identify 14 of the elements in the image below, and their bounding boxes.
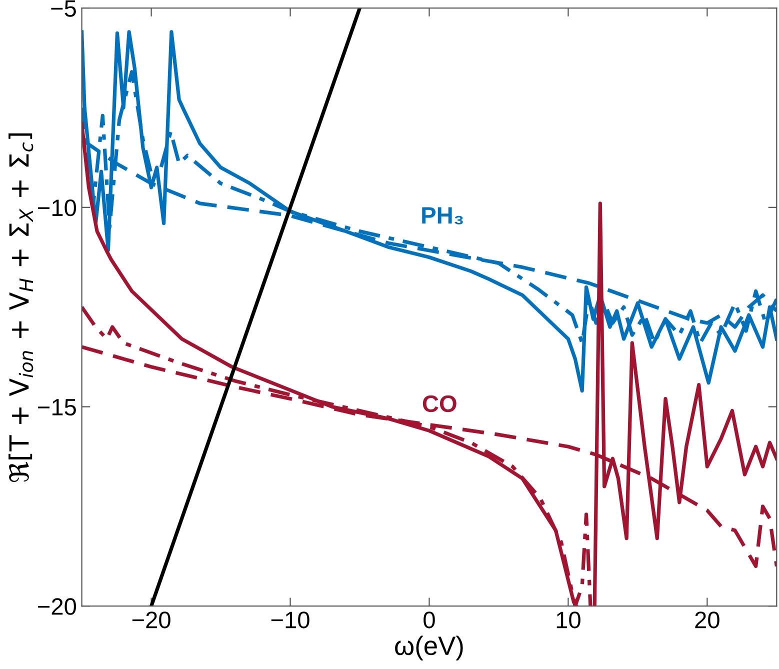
- line-series: [82, 30, 777, 393]
- y-tick-label: −10: [38, 199, 76, 216]
- x-tick-label: 20: [695, 612, 720, 628]
- x-tick-label: −10: [271, 612, 310, 628]
- y-tick-label: −5: [51, 0, 76, 17]
- x-tick-label: 10: [556, 612, 580, 628]
- y-tick-label: −20: [38, 598, 76, 615]
- text: ℜ[T + V$_{ion}$ + V$_{H}$ + Σ$_{X}$ + Σ$_{c}$]: [8, 133, 34, 482]
- annotation: CO: [422, 395, 456, 412]
- x-tick-label: 0: [424, 612, 435, 628]
- annotation: PH₃: [422, 207, 463, 224]
- y-tick-label: −15: [38, 399, 76, 416]
- x-axis-title: ω(eV): [395, 636, 463, 660]
- x-tick-label: −20: [132, 612, 170, 628]
